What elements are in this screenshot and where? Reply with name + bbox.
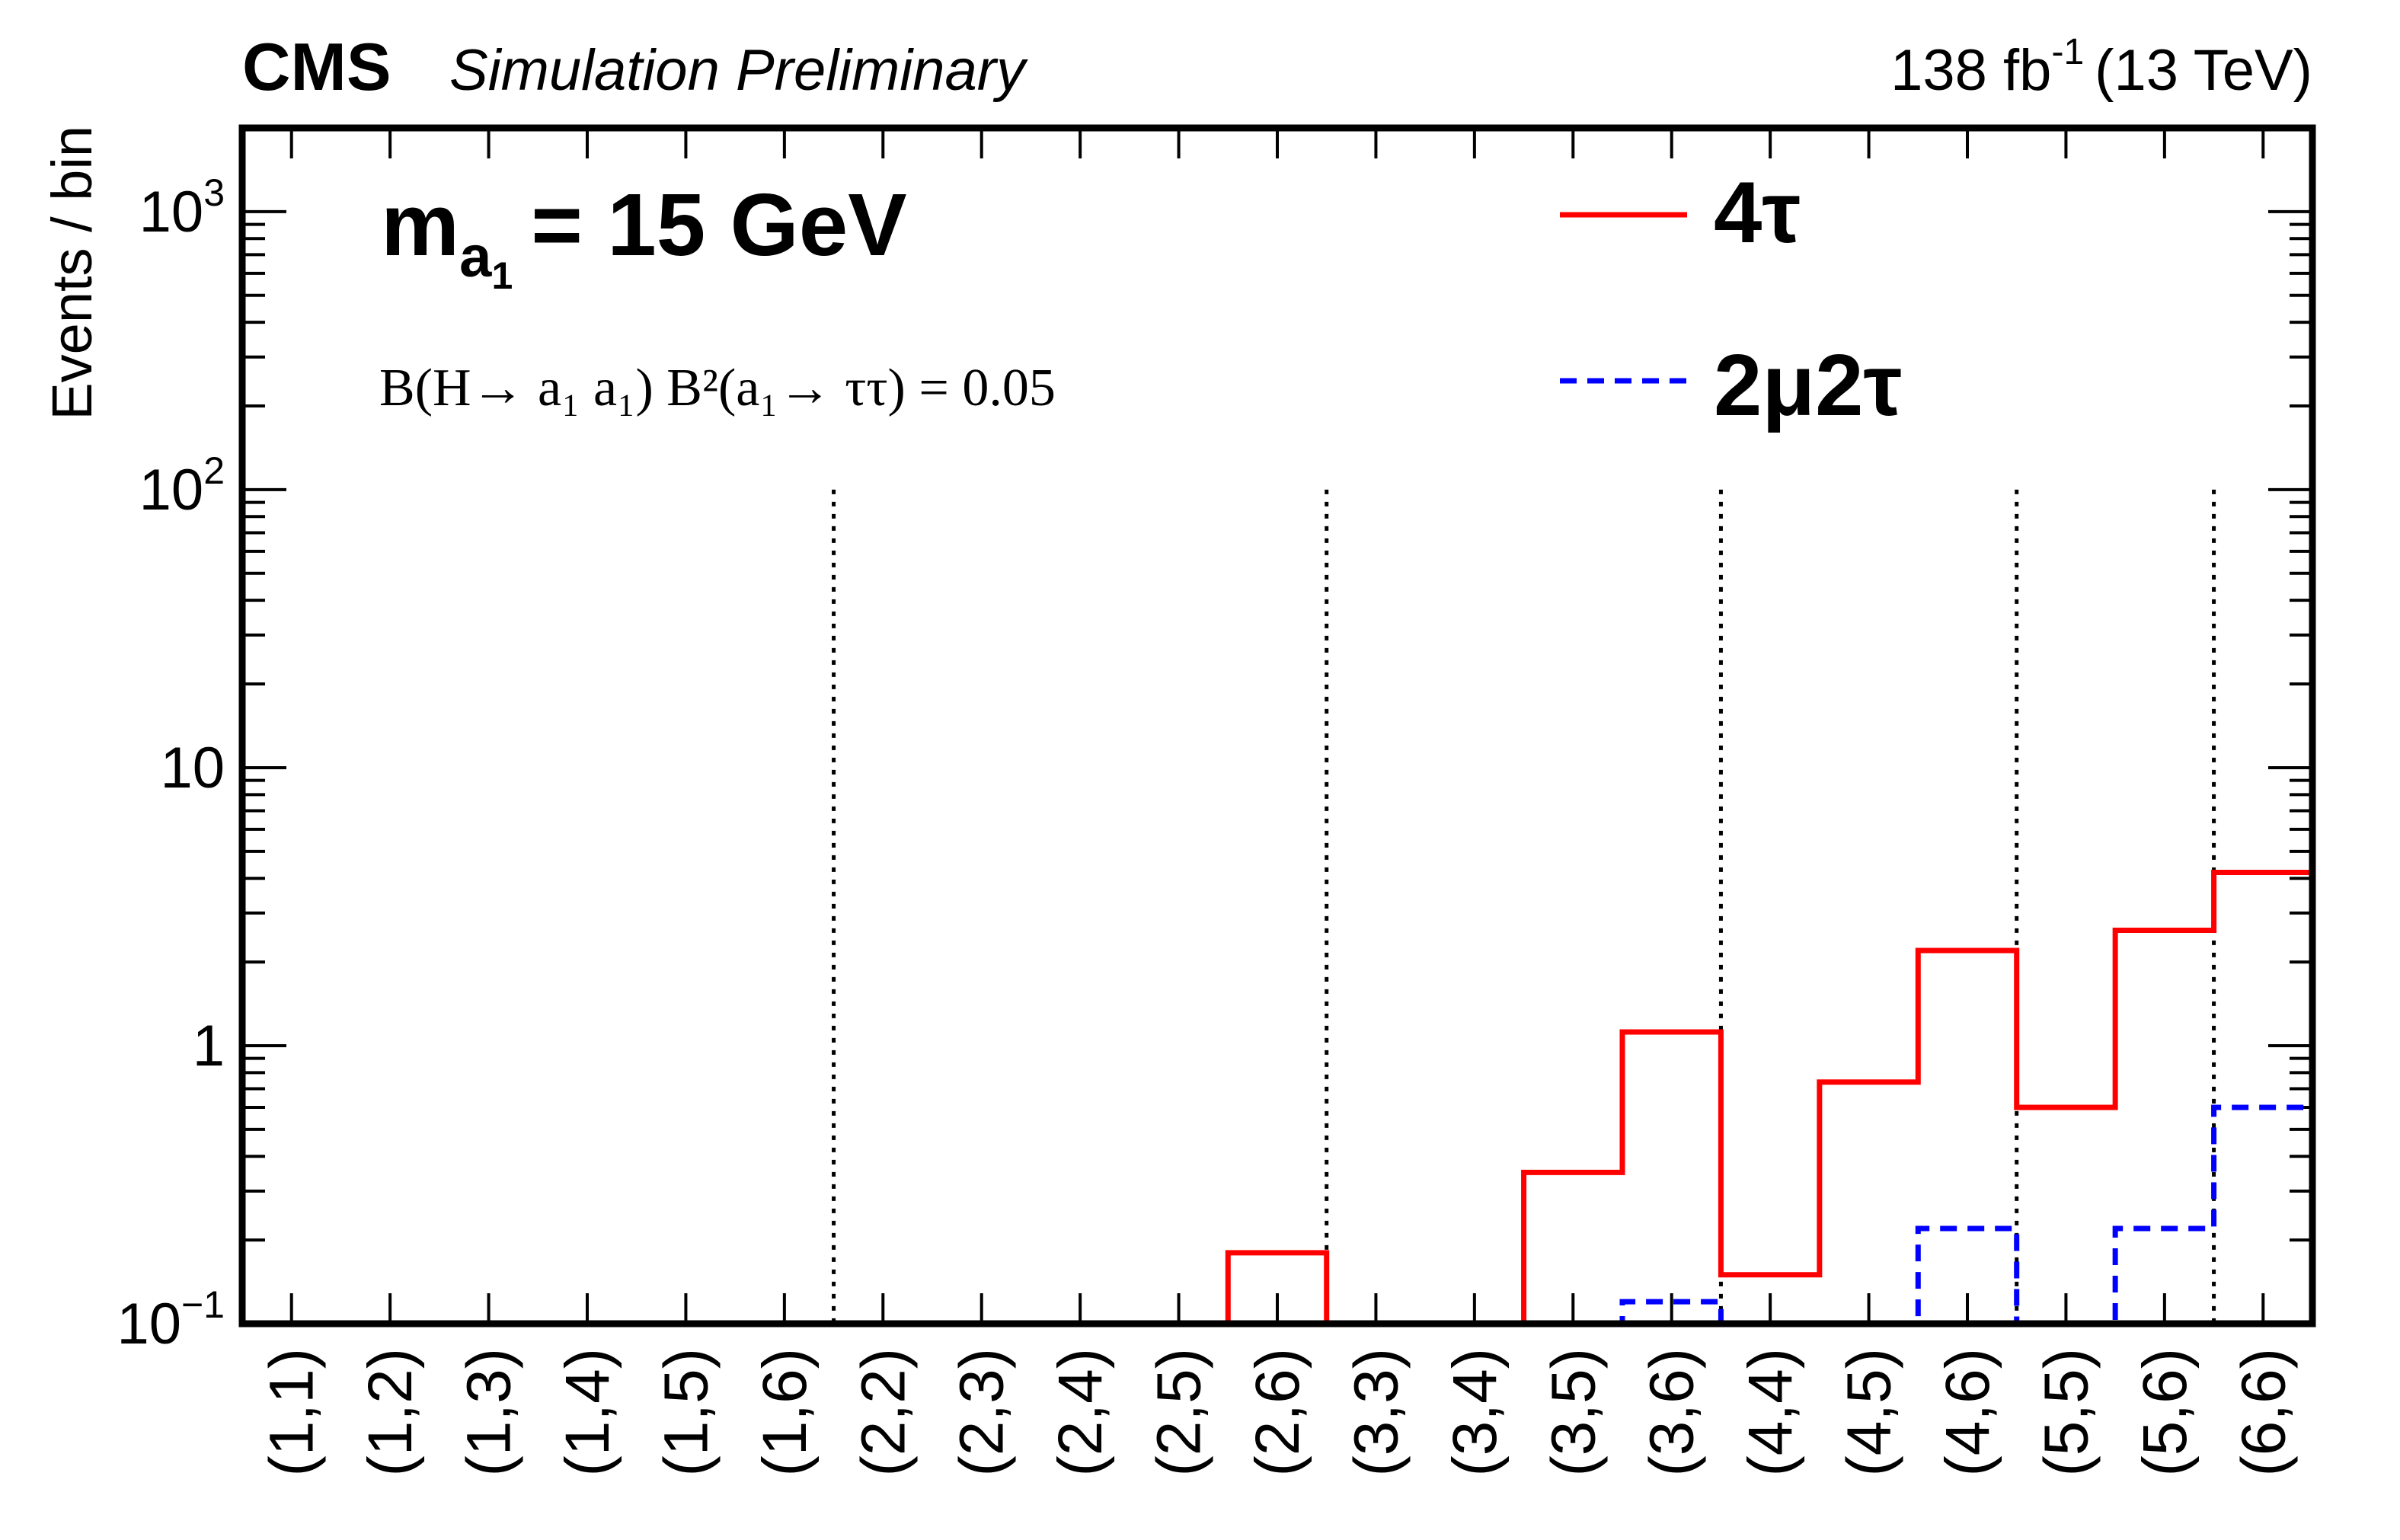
x-tick-label: (1,3) bbox=[455, 1348, 524, 1477]
y-tick-base: 10 bbox=[160, 736, 225, 800]
y-tick-label: 10−1 bbox=[117, 1283, 225, 1356]
x-tick-label: (4,5) bbox=[1835, 1348, 1904, 1477]
mass-subscript: a bbox=[459, 225, 492, 289]
status-label: Simulation Preliminary bbox=[449, 38, 1028, 103]
histogram-series-1 bbox=[242, 1104, 2312, 1327]
histogram-series-0 bbox=[242, 869, 2312, 1327]
x-tick-label: (3,5) bbox=[1539, 1348, 1608, 1477]
x-tick-label: (4,6) bbox=[1933, 1348, 2002, 1477]
x-tick-label: (2,3) bbox=[948, 1348, 1017, 1477]
lumi-exponent: -1 bbox=[2051, 32, 2084, 72]
histogram-series bbox=[242, 869, 2312, 1327]
x-tick-label: (1,5) bbox=[651, 1348, 721, 1477]
x-tick-label: (5,6) bbox=[2130, 1348, 2200, 1477]
y-tick-exponent: 2 bbox=[203, 449, 225, 492]
x-tick-label: (2,2) bbox=[848, 1348, 918, 1477]
y-tick-base: 1 bbox=[193, 1014, 225, 1078]
energy-value: (13 TeV) bbox=[2095, 38, 2312, 103]
legend-4tau-label: 4τ bbox=[1714, 165, 1801, 261]
mass-label: ma1 = 15 GeV bbox=[381, 175, 907, 297]
y-tick-exponent: 3 bbox=[203, 171, 225, 214]
x-tick-label: (1,2) bbox=[356, 1348, 425, 1477]
legend: 4τ 2μ2τ bbox=[1560, 165, 1902, 434]
x-tick-label: (5,5) bbox=[2031, 1348, 2101, 1477]
legend-2mu2tau-label: 2μ2τ bbox=[1714, 337, 1902, 434]
x-tick-label: (1,4) bbox=[553, 1348, 622, 1477]
x-tick-label: (1,1) bbox=[257, 1348, 327, 1477]
mass-symbol: m bbox=[381, 175, 459, 274]
y-tick-label: 1 bbox=[193, 1014, 225, 1078]
plot-frame bbox=[238, 124, 2316, 1328]
lumi-label: 138 fb-1 (13 TeV) bbox=[1890, 32, 2312, 103]
y-tick-exponent: −1 bbox=[181, 1283, 225, 1326]
branching-ratio-label: B(H→ a₁ a₁) B²(a₁→ ττ) = 0.05 bbox=[379, 359, 1056, 417]
x-tick-label: (2,5) bbox=[1145, 1348, 1214, 1477]
lumi-value: 138 fb bbox=[1890, 38, 2051, 103]
y-tick-base: 10 bbox=[139, 458, 204, 522]
y-tick-label: 103 bbox=[139, 171, 225, 244]
cms-label: CMS bbox=[242, 29, 391, 104]
y-tick-base: 10 bbox=[117, 1292, 181, 1356]
x-tick-label: (1,6) bbox=[750, 1348, 820, 1477]
y-tick-label: 102 bbox=[139, 449, 225, 522]
mass-subsubscript: 1 bbox=[491, 254, 513, 297]
y-tick-label: 10 bbox=[160, 736, 225, 800]
x-tick-labels: (1,1) (1,2) (1,3) (1,4) (1,5) (1,6) (2,2) (2,3)… bbox=[257, 1348, 2299, 1477]
x-tick-label: (2,4) bbox=[1046, 1348, 1115, 1477]
x-tick-label: (4,4) bbox=[1736, 1348, 1805, 1477]
y-tick-base: 10 bbox=[139, 180, 204, 244]
x-tick-label: (2,6) bbox=[1243, 1348, 1312, 1477]
x-tick-label: (3,6) bbox=[1638, 1348, 1707, 1477]
x-tick-label: (3,4) bbox=[1440, 1348, 1510, 1477]
axis-ticks bbox=[242, 126, 2312, 1325]
mass-value: = 15 GeV bbox=[531, 175, 906, 274]
x-tick-label: (3,3) bbox=[1341, 1348, 1411, 1477]
x-tick-label: (6,6) bbox=[2229, 1348, 2298, 1477]
y-axis-title: Events / bin bbox=[40, 126, 104, 420]
